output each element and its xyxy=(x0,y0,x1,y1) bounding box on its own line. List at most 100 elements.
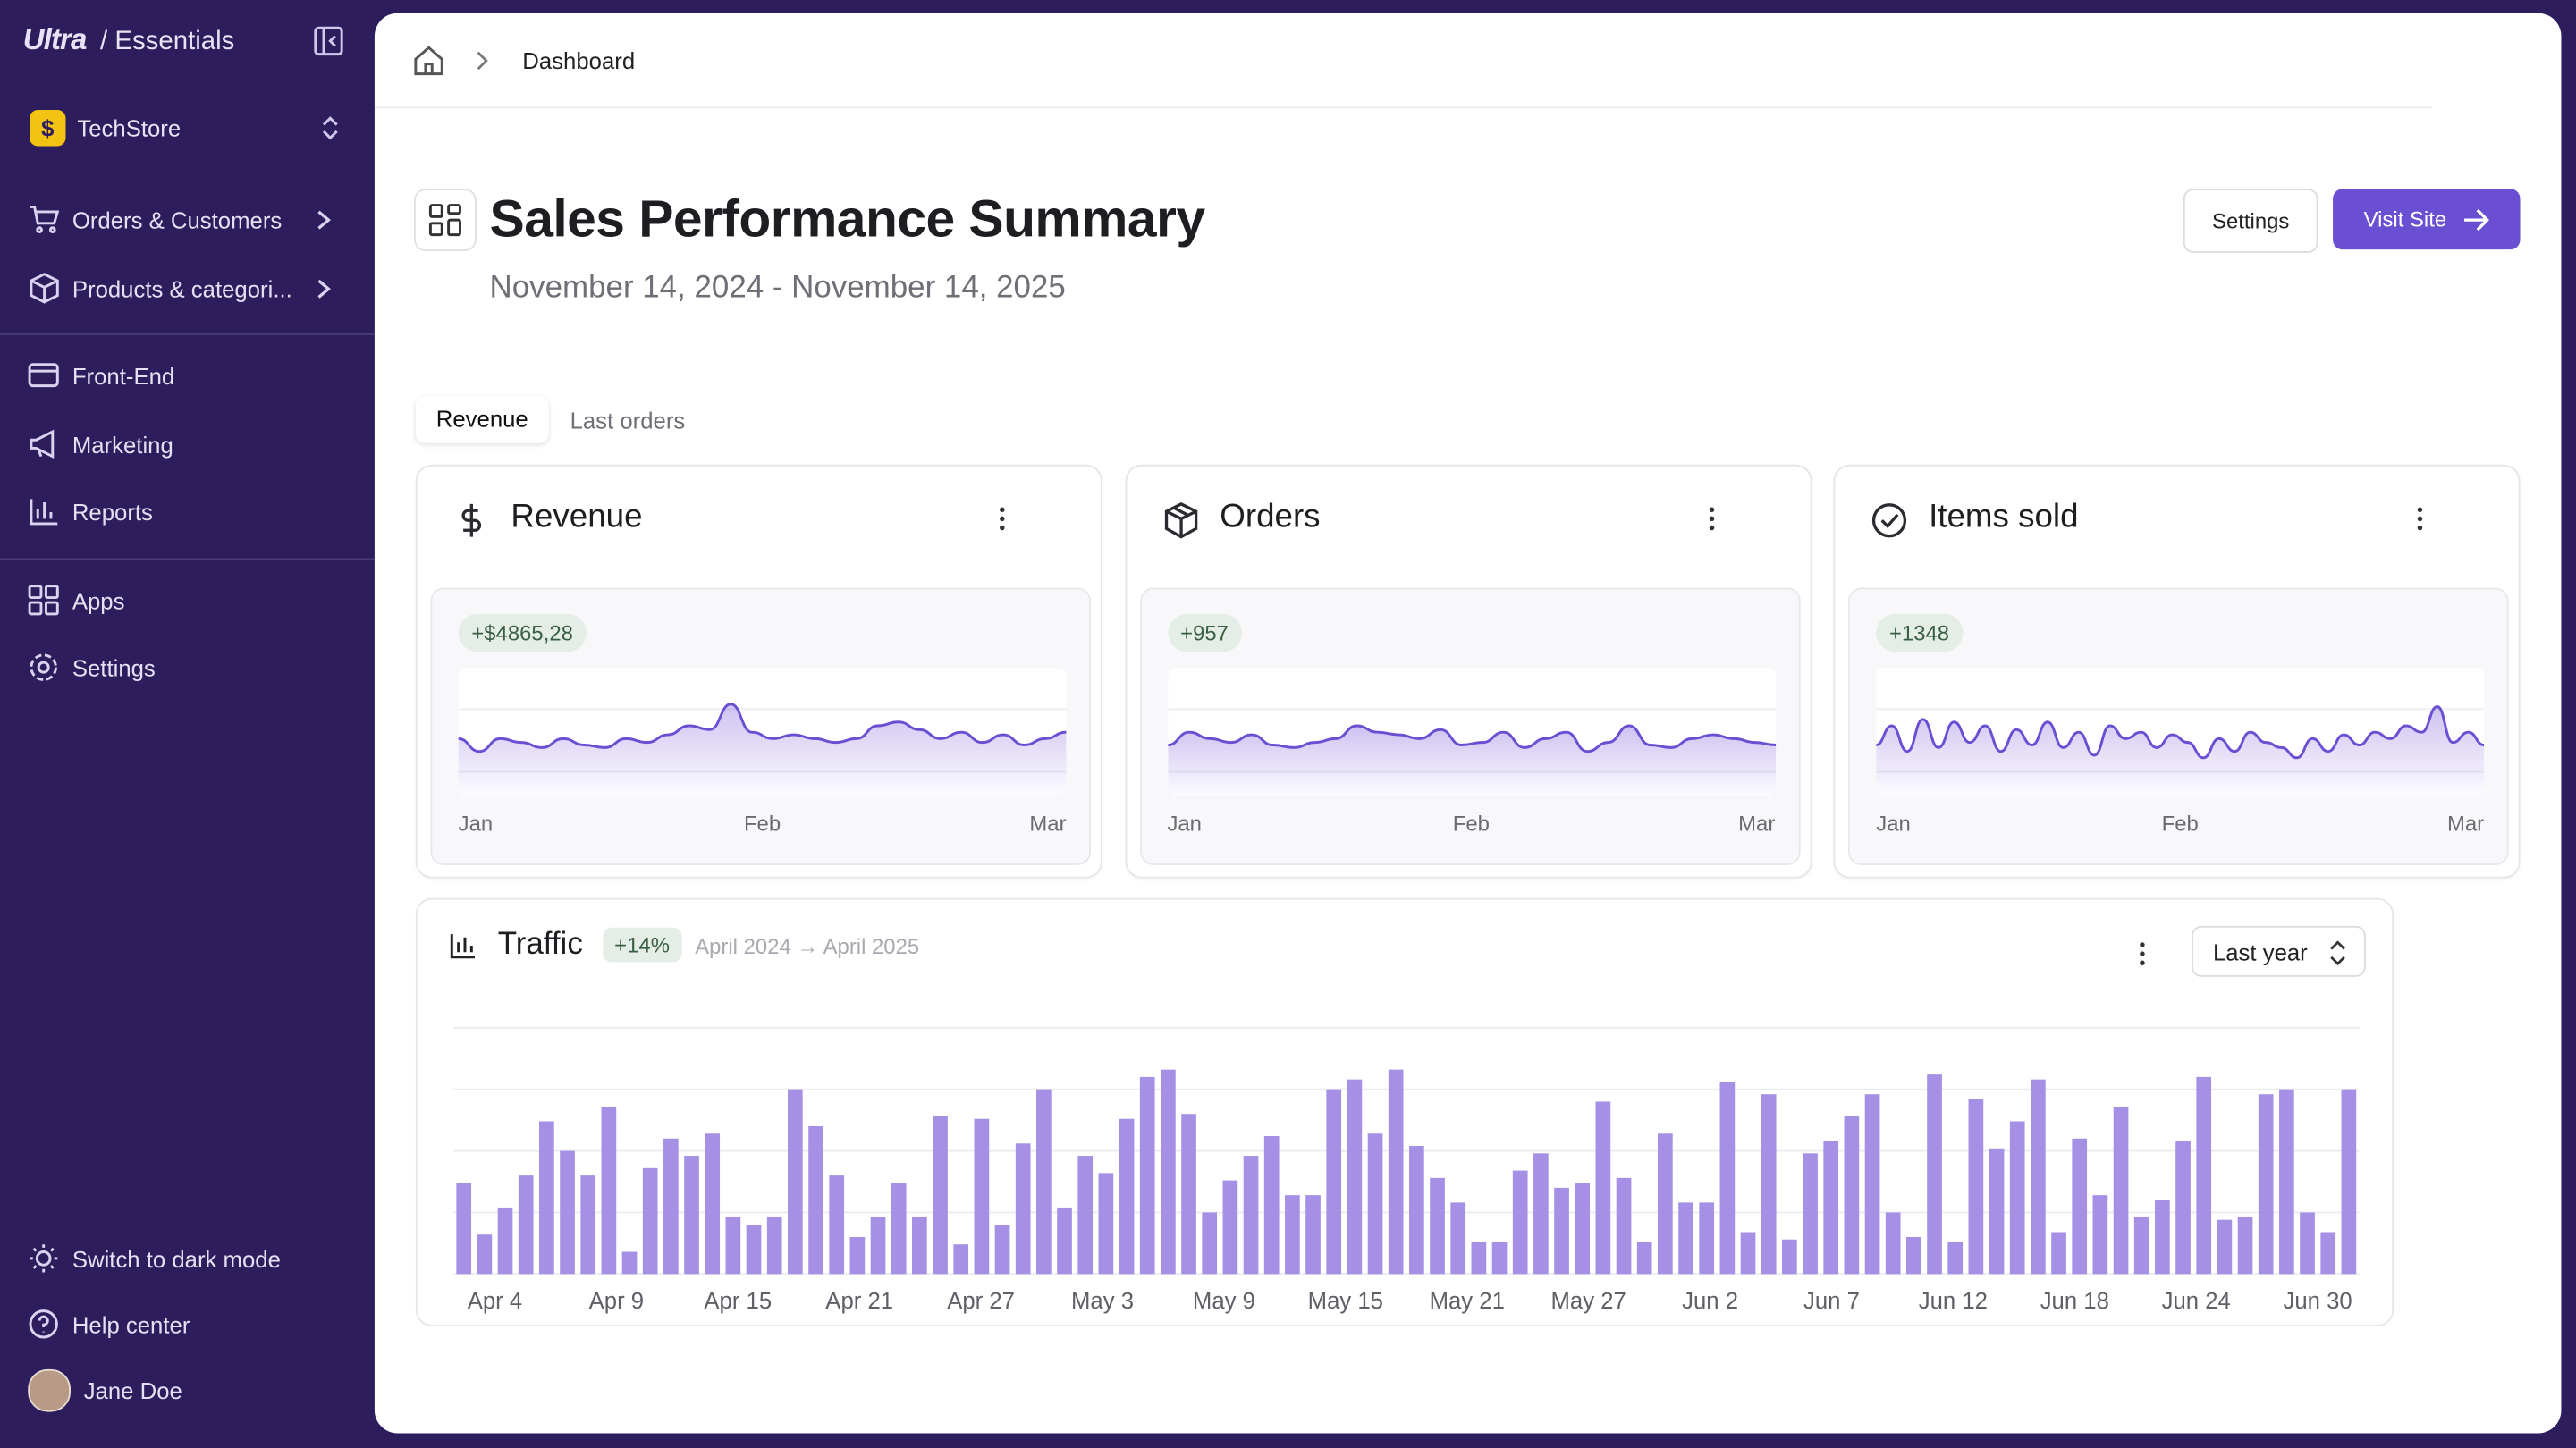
bar xyxy=(2196,1076,2212,1275)
nav-label: Switch to dark mode xyxy=(72,1245,281,1272)
nav-item[interactable]: Front-End xyxy=(28,359,174,391)
nav-icon xyxy=(30,205,60,233)
bar xyxy=(1554,1187,1569,1275)
bar xyxy=(580,1175,596,1275)
x-tick-label: Feb xyxy=(743,811,781,836)
nav-icon xyxy=(30,653,57,681)
bar xyxy=(1989,1148,2005,1275)
bar xyxy=(1636,1242,1652,1275)
x-tick-label: Feb xyxy=(1452,811,1490,836)
button-label: Visit Site xyxy=(2363,206,2447,232)
nav-icon xyxy=(30,429,55,459)
x-tick-label: Jan xyxy=(458,811,494,836)
bar xyxy=(2009,1121,2025,1275)
bar xyxy=(621,1251,638,1275)
store-switch[interactable] xyxy=(318,115,342,141)
x-tick-label: Jan xyxy=(1167,811,1202,836)
nav-item[interactable]: Settings xyxy=(28,652,156,683)
bar xyxy=(2092,1195,2108,1275)
nav-label: Reports xyxy=(72,498,153,525)
bar xyxy=(1927,1074,1942,1275)
tab-active[interactable]: Revenue xyxy=(415,395,549,443)
card-title: Orders xyxy=(1220,499,1321,535)
bar xyxy=(1367,1133,1383,1275)
settings-button[interactable]: Settings xyxy=(2183,189,2318,253)
sparkline-area xyxy=(1167,726,1776,796)
nav-label: Products & categori... xyxy=(72,274,292,302)
bar xyxy=(1347,1079,1363,1275)
bar xyxy=(684,1156,699,1275)
nav-item[interactable]: Reports xyxy=(28,496,153,527)
more-button[interactable] xyxy=(2129,940,2155,966)
bar xyxy=(788,1089,803,1275)
user-name: Jane Doe xyxy=(83,1377,182,1404)
nav-item[interactable]: Marketing xyxy=(28,428,173,459)
bar xyxy=(1947,1242,1964,1275)
main-panel: Dashboard Sales Performance Summary Nove… xyxy=(374,13,2562,1434)
divider xyxy=(0,333,375,335)
more-button[interactable] xyxy=(989,506,1015,532)
x-tick-label: May 3 xyxy=(1071,1289,1134,1314)
bar xyxy=(601,1106,617,1275)
bar xyxy=(1658,1133,1673,1275)
more-button[interactable] xyxy=(2407,506,2433,532)
collapse-button[interactable] xyxy=(314,26,343,56)
bar xyxy=(1388,1069,1404,1275)
bar xyxy=(1450,1202,1466,1275)
nav-label: Orders & Customers xyxy=(72,206,283,232)
metric-card: Orders +957 Jan Feb Mar xyxy=(1124,464,1812,879)
bar xyxy=(2155,1200,2170,1275)
nav-icon xyxy=(30,499,58,526)
sparkline-line xyxy=(1167,724,1776,753)
nav-label: Apps xyxy=(72,586,125,614)
card-chart-panel: +$4865,28 Jan Feb Mar xyxy=(430,587,1092,865)
breadcrumb-separator xyxy=(477,51,488,71)
x-tick-label: Mar xyxy=(1738,811,1776,836)
nav-item[interactable]: Apps xyxy=(28,585,124,616)
bar xyxy=(1305,1195,1321,1275)
bar xyxy=(1512,1170,1528,1275)
dark-mode-toggle[interactable]: Switch to dark mode xyxy=(28,1242,281,1274)
home-icon[interactable] xyxy=(412,45,445,78)
x-tick-label: May 27 xyxy=(1551,1289,1626,1314)
bar xyxy=(725,1216,741,1275)
bar xyxy=(1678,1202,1693,1275)
traffic-badge: +14% xyxy=(603,927,681,963)
bar xyxy=(1161,1069,1176,1275)
sun-icon xyxy=(30,1244,58,1273)
bar xyxy=(808,1125,823,1275)
nav-icon xyxy=(28,363,59,388)
x-tick-label: May 21 xyxy=(1430,1289,1505,1314)
brand[interactable]: Ultra / Essentials xyxy=(23,23,235,58)
bar xyxy=(2031,1079,2046,1275)
bar xyxy=(497,1207,513,1275)
sparkline-line xyxy=(458,703,1067,753)
bar xyxy=(953,1244,969,1275)
bar xyxy=(1181,1114,1196,1275)
brand-product: / Essentials xyxy=(100,28,235,56)
bar xyxy=(2279,1089,2294,1275)
bar xyxy=(1119,1118,1135,1275)
store-name[interactable]: TechStore xyxy=(77,114,182,141)
bar xyxy=(1533,1153,1549,1275)
x-tick-label: Jun 30 xyxy=(2284,1289,2352,1314)
bar xyxy=(539,1121,554,1275)
period-select[interactable]: Last year xyxy=(2192,925,2366,977)
bar xyxy=(1968,1099,1984,1275)
date-range: November 14, 2024 - November 14, 2025 xyxy=(489,271,1066,306)
bar xyxy=(477,1234,493,1275)
bar xyxy=(456,1183,472,1275)
sparkline-line xyxy=(1876,705,2485,760)
x-tick-label: Apr 9 xyxy=(589,1289,644,1314)
nav-item[interactable]: Products & categori... xyxy=(28,273,292,304)
help-link[interactable]: Help center xyxy=(28,1309,190,1340)
user-menu[interactable]: Jane Doe xyxy=(28,1368,182,1412)
bar xyxy=(1575,1183,1591,1275)
more-button[interactable] xyxy=(1698,506,1724,532)
bar xyxy=(1699,1202,1715,1275)
card-icon xyxy=(1163,502,1197,539)
tab[interactable]: Last orders xyxy=(570,407,686,434)
bar xyxy=(2113,1106,2129,1275)
visit-site-button[interactable]: Visit Site xyxy=(2333,189,2521,250)
nav-item[interactable]: Orders & Customers xyxy=(28,204,282,235)
